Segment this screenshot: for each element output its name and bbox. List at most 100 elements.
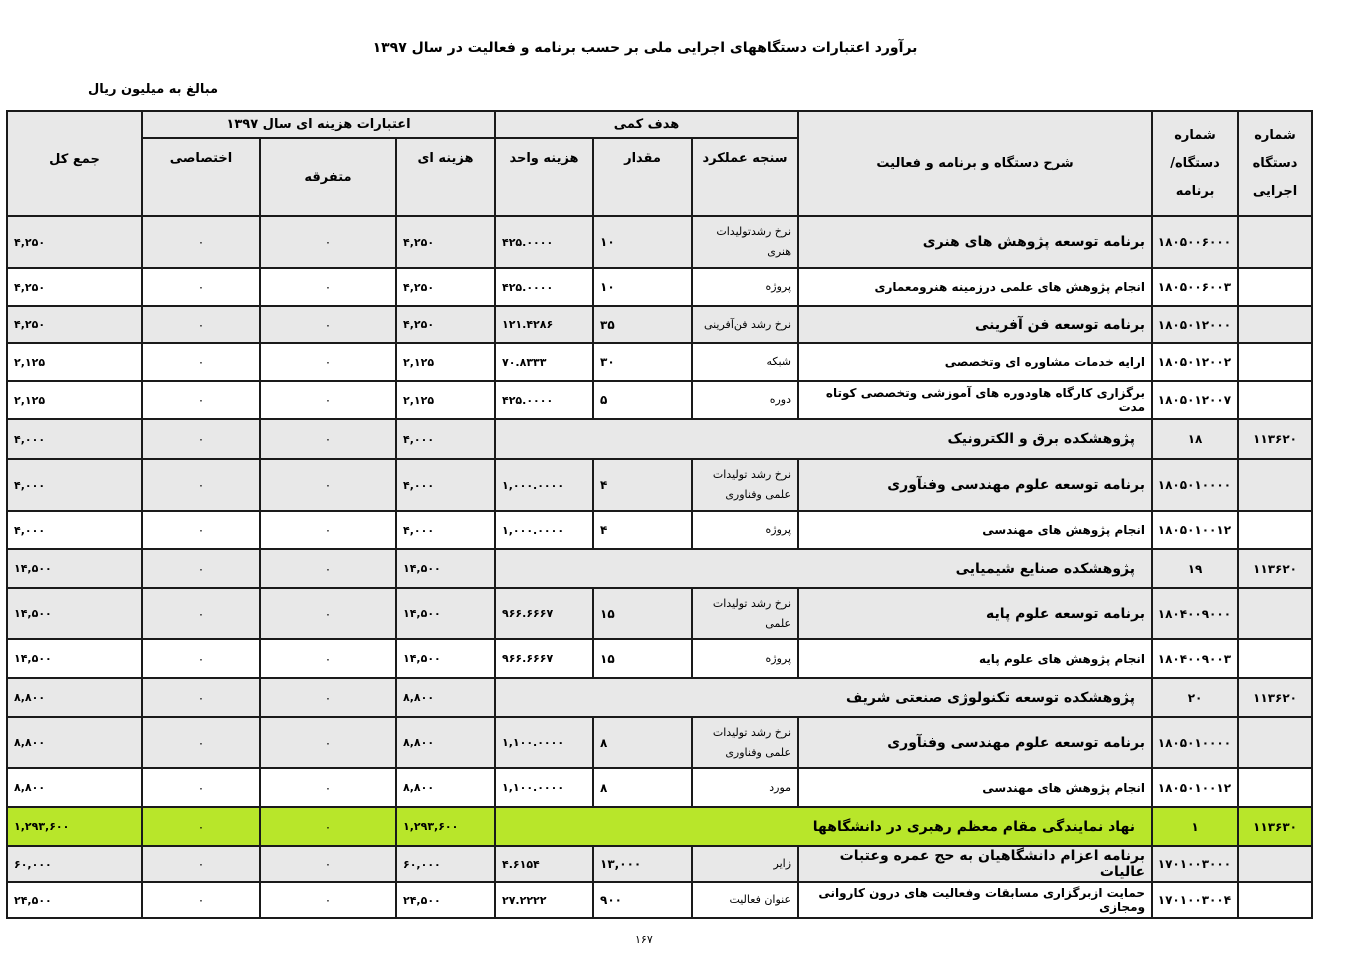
total-cell: ۱۴,۵۰۰ xyxy=(6,587,143,640)
misc-cost-cell: ۰ xyxy=(259,215,397,269)
current-cost-cell: ۴,۰۰۰ xyxy=(395,458,496,512)
special-cost-cell: ۰ xyxy=(141,267,261,307)
measure-cell: دوره xyxy=(691,380,800,420)
document-title: برآورد اعتبارات دستگاههای اجرایی ملی بر … xyxy=(372,40,918,56)
program-code-cell: ۱۸۰۵۰۰۶۰۰۳ xyxy=(1151,267,1240,307)
unit-cost-cell: ۱,۱۰۰.۰۰۰۰ xyxy=(493,716,595,769)
agency-number-cell xyxy=(1237,845,1314,883)
description-cell: برنامه توسعه علوم پایه xyxy=(797,587,1154,640)
special-cost-cell: ۰ xyxy=(141,677,261,718)
page-number: ۱۶۷ xyxy=(635,933,653,946)
agency-number-cell: ۱۱۳۶۲۰ xyxy=(1237,418,1314,460)
measure-cell: پروژه xyxy=(691,510,800,550)
description-cell: پژوهشکده برق و الکترونیک xyxy=(493,418,1154,460)
misc-cost-cell: ۰ xyxy=(259,806,397,847)
description-cell: انجام پژوهش های مهندسی xyxy=(797,510,1154,550)
total-cell: ۴,۲۵۰ xyxy=(6,215,143,269)
current-cost-cell: ۸,۸۰۰ xyxy=(395,767,496,808)
program-code-cell: ۱۸۰۴۰۰۹۰۰۰ xyxy=(1151,587,1240,640)
header-current: هزینه ای xyxy=(395,137,496,217)
agency-number-cell xyxy=(1237,881,1314,919)
total-cell: ۸,۸۰۰ xyxy=(6,767,143,808)
quantity-cell: ۴ xyxy=(592,458,694,512)
description-cell: انجام پژوهش های علوم پایه xyxy=(797,638,1154,679)
measure-cell: نرخ رشد تولیدات علمی وفناوری xyxy=(691,716,800,769)
header-unit-cost: هزینه واحد xyxy=(493,137,595,217)
misc-cost-cell: ۰ xyxy=(259,845,397,883)
table-row-agency: ۱۱۳۶۲۰ ۱۸ پژوهشکده برق و الکترونیک ۴,۰۰۰ ۰ ۰ ۴… xyxy=(6,418,1314,460)
program-code-cell: ۱۸۰۵۰۱۰۰۰۰ xyxy=(1151,716,1240,769)
special-cost-cell: ۰ xyxy=(141,806,261,847)
quantity-cell: ۸ xyxy=(592,767,694,808)
special-cost-cell: ۰ xyxy=(141,767,261,808)
current-cost-cell: ۲۴,۵۰۰ xyxy=(395,881,496,919)
current-cost-cell: ۴,۲۵۰ xyxy=(395,305,496,344)
quantity-cell: ۱۰ xyxy=(592,267,694,307)
total-cell: ۴,۲۵۰ xyxy=(6,267,143,307)
agency-number-cell xyxy=(1237,305,1314,344)
current-cost-cell: ۲,۱۲۵ xyxy=(395,342,496,382)
program-code-cell: ۱۷۰۱۰۰۳۰۰۴ xyxy=(1151,881,1240,919)
unit-cost-cell: ۴۲۵.۰۰۰۰ xyxy=(493,267,595,307)
agency-number-cell xyxy=(1237,767,1314,808)
table-row-program: ۱۷۰۱۰۰۳۰۰۰ برنامه اعزام دانشگاهیان به حج … xyxy=(6,845,1314,883)
description-cell: حمایت ازبرگزاری مسابقات وفعالیت های درون… xyxy=(797,881,1154,919)
program-code-cell: ۱۹ xyxy=(1151,548,1240,589)
description-cell: نهاد نمایندگی مقام معظم رهبری در دانشگاه… xyxy=(493,806,1154,847)
misc-cost-cell: ۰ xyxy=(259,380,397,420)
agency-number-cell xyxy=(1237,380,1314,420)
misc-cost-cell: ۰ xyxy=(259,267,397,307)
misc-cost-cell: ۰ xyxy=(259,881,397,919)
table-row-activity: ۱۸۰۵۰۰۶۰۰۳ انجام پژوهش های علمی درزمینه ه… xyxy=(6,267,1314,307)
current-cost-cell: ۴,۰۰۰ xyxy=(395,510,496,550)
unit-cost-cell: ۱۲۱.۴۲۸۶ xyxy=(493,305,595,344)
measure-cell: شبکه xyxy=(691,342,800,382)
table-row-activity: ۱۸۰۵۰۱۲۰۰۷ برگزاری کارگاه هاودوره های آمو… xyxy=(6,380,1314,420)
total-cell: ۱۴,۵۰۰ xyxy=(6,548,143,589)
unit-cost-cell: ۲۷.۲۲۲۲ xyxy=(493,881,595,919)
table-row-agency: ۱۱۳۶۲۰ ۲۰ پژوهشکده توسعه تکنولوژی صنعتی شر… xyxy=(6,677,1314,718)
table-row-agency: ۱۱۳۶۲۰ ۱۹ پژوهشکده صنایع شیمیایی ۱۴,۵۰۰ ۰ ۰ ۱۴… xyxy=(6,548,1314,589)
special-cost-cell: ۰ xyxy=(141,510,261,550)
total-cell: ۴,۲۵۰ xyxy=(6,305,143,344)
agency-number-cell xyxy=(1237,638,1314,679)
table-row-program: ۱۸۰۵۰۱۰۰۰۰ برنامه توسعه علوم مهندسی وفنآو… xyxy=(6,458,1314,512)
description-cell: ارایه خدمات مشاوره ای وتخصصی xyxy=(797,342,1154,382)
program-code-cell: ۱۸۰۵۰۰۶۰۰۰ xyxy=(1151,215,1240,269)
agency-number-cell xyxy=(1237,716,1314,769)
description-cell: انجام پژوهش های مهندسی xyxy=(797,767,1154,808)
unit-cost-cell: ۹۶۶.۶۶۶۷ xyxy=(493,587,595,640)
quantity-cell: ۱۵ xyxy=(592,638,694,679)
program-code-cell: ۱ xyxy=(1151,806,1240,847)
header-credits-group: اعتبارات هزینه ای سال ۱۳۹۷ xyxy=(141,110,496,139)
misc-cost-cell: ۰ xyxy=(259,548,397,589)
budget-table: شماره دستگاه اجرایی شماره دستگاه/ برنامه… xyxy=(6,110,1314,919)
quantity-cell: ۴ xyxy=(592,510,694,550)
misc-cost-cell: ۰ xyxy=(259,638,397,679)
misc-cost-cell: ۰ xyxy=(259,418,397,460)
quantity-cell: ۱۵ xyxy=(592,587,694,640)
header-measure: سنجه عملکرد xyxy=(691,137,800,217)
current-cost-cell: ۱۴,۵۰۰ xyxy=(395,638,496,679)
measure-cell: مورد xyxy=(691,767,800,808)
description-cell: برنامه توسعه علوم مهندسی وفنآوری xyxy=(797,716,1154,769)
description-cell: برنامه توسعه فن آفرینی xyxy=(797,305,1154,344)
current-cost-cell: ۸,۸۰۰ xyxy=(395,677,496,718)
table-row-program: ۱۸۰۵۰۰۶۰۰۰ برنامه توسعه پژوهش های هنری نرخ… xyxy=(6,215,1314,269)
misc-cost-cell: ۰ xyxy=(259,510,397,550)
special-cost-cell: ۰ xyxy=(141,458,261,512)
current-cost-cell: ۴,۲۵۰ xyxy=(395,215,496,269)
quantity-cell: ۵ xyxy=(592,380,694,420)
program-code-cell: ۱۸۰۵۰۱۰۰۱۲ xyxy=(1151,767,1240,808)
quantity-cell: ۳۰ xyxy=(592,342,694,382)
unit-cost-cell: ۴.۶۱۵۴ xyxy=(493,845,595,883)
table-row-activity: ۱۷۰۱۰۰۳۰۰۴ حمایت ازبرگزاری مسابقات وفعالی… xyxy=(6,881,1314,919)
unit-cost-cell: ۱,۱۰۰.۰۰۰۰ xyxy=(493,767,595,808)
agency-number-cell: ۱۱۳۶۲۰ xyxy=(1237,677,1314,718)
misc-cost-cell: ۰ xyxy=(259,677,397,718)
current-cost-cell: ۲,۱۲۵ xyxy=(395,380,496,420)
measure-cell: زایر xyxy=(691,845,800,883)
program-code-cell: ۱۸۰۵۰۱۰۰۱۲ xyxy=(1151,510,1240,550)
unit-cost-cell: ۴۲۵.۰۰۰۰ xyxy=(493,215,595,269)
quantity-cell: ۳۵ xyxy=(592,305,694,344)
